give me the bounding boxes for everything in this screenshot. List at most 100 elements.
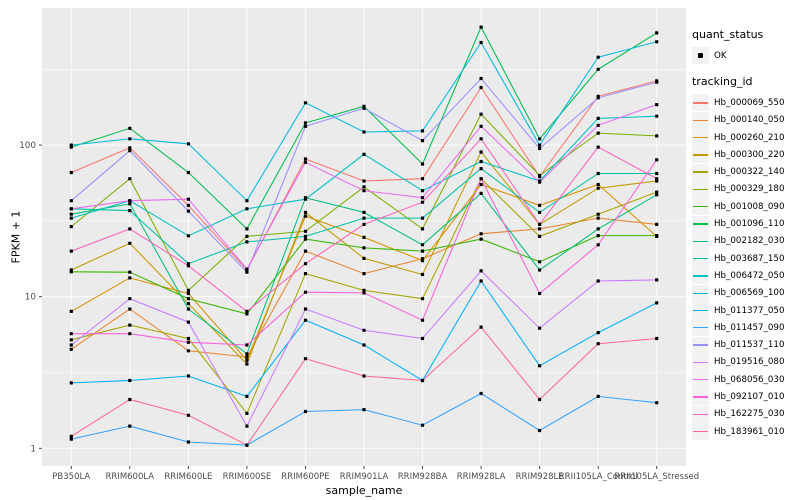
data-point xyxy=(362,130,366,134)
data-point xyxy=(186,320,190,324)
data-point xyxy=(596,131,600,135)
legend-color-line-icon xyxy=(693,257,708,260)
legend-key xyxy=(692,198,709,216)
legend-label: Hb_000140_050 xyxy=(714,115,785,126)
data-point xyxy=(420,139,425,143)
legend-key xyxy=(692,319,709,337)
data-point xyxy=(128,332,132,336)
legend-item: Hb_000329_180 xyxy=(692,180,798,198)
data-point xyxy=(420,177,425,181)
legend-item: Hb_000069_550 xyxy=(692,94,798,112)
data-point xyxy=(420,227,425,231)
legend-items-list: Hb_000069_550 Hb_000140_050 Hb_000260_210 H… xyxy=(692,94,798,441)
data-point xyxy=(128,270,132,274)
data-point xyxy=(362,272,366,276)
data-point xyxy=(362,106,366,110)
data-point xyxy=(479,124,483,128)
data-point xyxy=(362,189,366,193)
data-point xyxy=(362,343,366,347)
data-point xyxy=(69,343,73,347)
y-tick-label: 1 xyxy=(30,444,36,454)
legend-color-line-icon xyxy=(693,188,708,191)
data-point xyxy=(128,202,132,206)
y-axis-title: FPKM + 1 xyxy=(9,210,23,264)
data-point xyxy=(362,328,366,332)
data-point xyxy=(479,391,483,396)
axis-ticks xyxy=(39,144,658,469)
legend-item: Hb_001096_110 xyxy=(692,215,798,233)
data-point xyxy=(128,209,132,213)
legend-group-quant-status: quant_status OK xyxy=(692,28,798,65)
x-tick-label: RRIM600LE xyxy=(164,472,212,482)
data-point xyxy=(479,85,483,90)
data-point xyxy=(245,267,249,271)
data-point xyxy=(303,262,308,266)
data-point xyxy=(479,25,483,29)
data-point xyxy=(303,237,308,241)
data-point xyxy=(128,276,132,280)
data-point xyxy=(655,190,659,194)
data-point xyxy=(303,101,308,105)
data-point xyxy=(538,180,542,184)
data-point xyxy=(596,171,600,176)
data-point xyxy=(479,237,483,241)
data-point xyxy=(303,214,308,218)
data-point xyxy=(420,423,425,427)
data-point xyxy=(186,336,190,341)
data-point xyxy=(128,424,132,428)
data-point xyxy=(245,352,249,356)
legend-label: Hb_019516_080 xyxy=(714,357,785,368)
legend-label: Hb_000322_140 xyxy=(714,167,785,178)
data-point xyxy=(596,279,600,283)
legend-color-line-icon xyxy=(693,361,708,364)
x-tick-label: RRIM928LE xyxy=(516,472,564,482)
data-point xyxy=(655,401,659,405)
data-point xyxy=(303,197,308,201)
data-point xyxy=(303,124,308,128)
data-point xyxy=(362,185,366,189)
data-point xyxy=(362,235,366,239)
data-point xyxy=(479,40,483,45)
data-point xyxy=(538,227,542,231)
legend-label-ok: OK xyxy=(714,50,727,61)
data-point xyxy=(596,216,600,220)
data-point xyxy=(655,177,659,181)
data-point xyxy=(420,243,425,247)
data-point xyxy=(303,229,308,233)
legend-color-line-icon xyxy=(693,136,708,139)
data-point xyxy=(596,234,600,238)
data-point xyxy=(245,355,249,359)
data-point xyxy=(128,126,132,130)
data-point xyxy=(420,297,425,301)
legend-label: Hb_092107_010 xyxy=(714,391,785,402)
x-tick-labels: PB350LA RRIM600LA RRIM600LE RRIM600SE RRIM60… xyxy=(52,472,699,482)
data-point xyxy=(128,137,132,141)
data-point xyxy=(245,240,249,244)
data-point xyxy=(362,152,366,156)
data-point xyxy=(538,137,542,141)
data-point xyxy=(245,358,249,362)
data-point xyxy=(69,249,73,253)
data-point xyxy=(69,212,73,216)
legend-key xyxy=(692,111,709,129)
data-point xyxy=(362,216,366,220)
data-point xyxy=(479,325,483,329)
legend-label: Hb_006569_100 xyxy=(714,288,785,299)
x-tick-label: RRIM600LA xyxy=(106,472,155,482)
legend-label: Hb_000300_220 xyxy=(714,149,785,160)
legend-key xyxy=(692,163,709,181)
data-point xyxy=(538,260,542,264)
legend-item: Hb_011537_110 xyxy=(692,336,798,354)
data-point xyxy=(479,177,483,181)
data-point xyxy=(186,302,190,306)
data-point xyxy=(186,197,190,201)
data-point xyxy=(655,40,659,44)
legend-item: Hb_011457_090 xyxy=(692,319,798,337)
x-tick-label: RRIM901LA xyxy=(340,472,389,482)
legend-title-tracking-id: tracking_id xyxy=(692,75,753,89)
data-point xyxy=(69,199,73,203)
legend-item: Hb_092107_010 xyxy=(692,388,798,406)
data-point xyxy=(303,357,308,361)
data-point xyxy=(362,179,366,183)
data-point xyxy=(362,210,366,214)
